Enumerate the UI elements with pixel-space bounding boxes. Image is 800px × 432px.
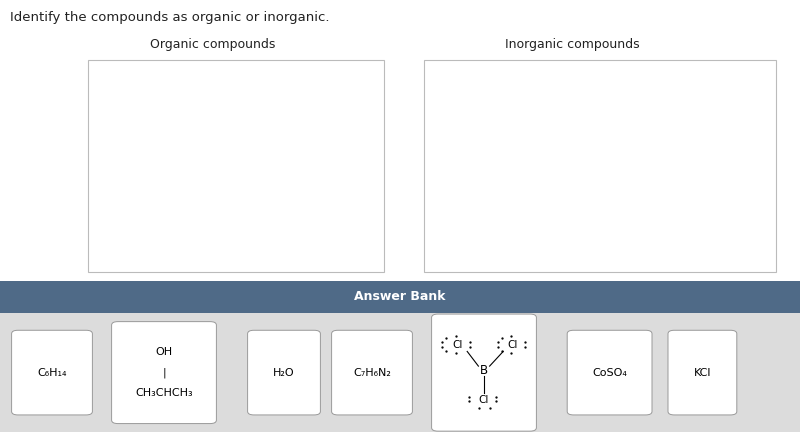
FancyBboxPatch shape bbox=[111, 321, 216, 423]
Text: KCl: KCl bbox=[694, 368, 711, 378]
Text: OH: OH bbox=[155, 347, 173, 357]
FancyBboxPatch shape bbox=[88, 60, 384, 272]
Text: Organic compounds: Organic compounds bbox=[150, 38, 275, 51]
Text: |: | bbox=[162, 367, 166, 378]
Text: Identify the compounds as organic or inorganic.: Identify the compounds as organic or ino… bbox=[10, 11, 329, 24]
Text: H₂O: H₂O bbox=[273, 368, 295, 378]
Text: Cl: Cl bbox=[508, 340, 518, 350]
Text: Inorganic compounds: Inorganic compounds bbox=[505, 38, 639, 51]
Text: Answer Bank: Answer Bank bbox=[354, 290, 446, 304]
FancyBboxPatch shape bbox=[424, 60, 776, 272]
FancyBboxPatch shape bbox=[11, 330, 93, 415]
FancyBboxPatch shape bbox=[668, 330, 737, 415]
Text: Cl: Cl bbox=[453, 340, 462, 350]
Text: CH₃CHCH₃: CH₃CHCH₃ bbox=[135, 388, 193, 398]
FancyBboxPatch shape bbox=[432, 314, 536, 431]
FancyBboxPatch shape bbox=[0, 281, 800, 313]
FancyBboxPatch shape bbox=[0, 313, 800, 432]
FancyBboxPatch shape bbox=[567, 330, 652, 415]
Text: C₆H₁₄: C₆H₁₄ bbox=[38, 368, 66, 378]
Text: B: B bbox=[480, 364, 488, 377]
Text: CoSO₄: CoSO₄ bbox=[592, 368, 627, 378]
Text: Cl: Cl bbox=[479, 395, 489, 405]
FancyBboxPatch shape bbox=[248, 330, 320, 415]
FancyBboxPatch shape bbox=[332, 330, 413, 415]
Text: C₇H₆N₂: C₇H₆N₂ bbox=[353, 368, 391, 378]
